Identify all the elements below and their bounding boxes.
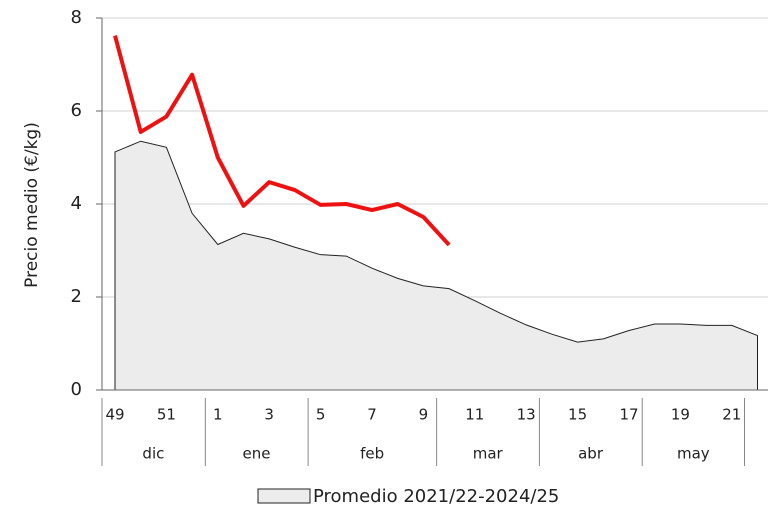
month-label: may: [677, 445, 710, 463]
x-tick-label: 15: [568, 406, 587, 424]
x-tick-label: 51: [157, 406, 176, 424]
month-label: feb: [360, 445, 384, 463]
legend-label: Promedio 2021/22-2024/25: [313, 486, 559, 507]
y-tick-label: 4: [71, 193, 82, 214]
x-tick-label: 1: [213, 406, 223, 424]
x-tick-label: 11: [465, 406, 484, 424]
x-tick-label: 13: [517, 406, 536, 424]
x-tick-label: 49: [105, 406, 124, 424]
y-tick-label: 0: [71, 379, 82, 400]
y-tick-label: 2: [71, 286, 82, 307]
x-tick-label: 9: [419, 406, 429, 424]
x-tick-label: 19: [671, 406, 690, 424]
legend-swatch: [257, 488, 311, 504]
month-label: mar: [473, 445, 504, 463]
month-label: ene: [242, 445, 270, 463]
month-label: dic: [142, 445, 164, 463]
month-label: abr: [578, 445, 604, 463]
x-tick-label: 3: [264, 406, 274, 424]
x-tick-label: 17: [619, 406, 638, 424]
y-tick-label: 8: [71, 7, 82, 28]
area: [114, 140, 758, 391]
line: [113, 35, 451, 247]
x-tick-label: 7: [367, 406, 377, 424]
x-tick-label: 5: [316, 406, 326, 424]
y-tick-label: 6: [71, 100, 82, 121]
y-axis-label: Precio medio (€/kg): [22, 122, 42, 288]
x-tick-label: 21: [722, 406, 741, 424]
